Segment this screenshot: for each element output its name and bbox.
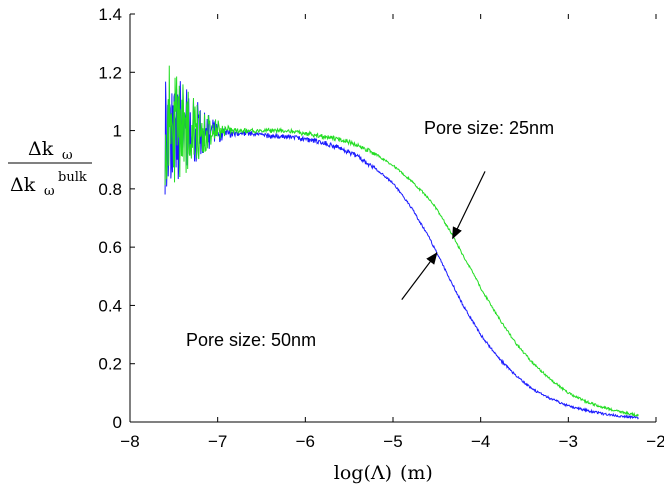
y-label-denominator-sup: bulk [58,170,87,185]
axes [129,14,656,423]
y-label-denominator: Δk [10,174,36,196]
y-label-numerator-sub: ω [62,148,73,163]
y-tick-label: 0.2 [98,355,122,374]
annotation-label-25nm: Pore size: 25nm [424,118,554,138]
x-tick-label: −2 [646,432,664,451]
y-tick-label: 0.8 [98,180,122,199]
series-line-1 [164,65,639,417]
annotation-arrow-50nm [401,252,438,300]
y-label-numerator: Δk [28,138,54,160]
y-ticks: 0 0.2 0.4 0.6 0.8 1 1.2 1.4 [98,5,135,432]
y-label-denominator-sub: ω [44,184,55,199]
y-tick-label: 0.4 [98,296,122,315]
x-label-unit: (m) [400,462,433,484]
x-tick-label: −5 [383,432,402,451]
series-layer [164,65,639,420]
y-tick-label: 0.6 [98,238,122,257]
y-tick-label: 1.2 [98,63,122,82]
series-line-0 [164,81,639,420]
x-tick-label: −6 [296,432,315,451]
x-tick-label: −3 [559,432,578,451]
annotation-label-50nm: Pore size: 50nm [186,330,316,350]
y-tick-label: 1.4 [98,5,122,24]
x-axis-label: log(Λ) (m) [334,462,433,484]
x-ticks: −8 −7 −6 −5 −4 −3 −2 [120,14,664,451]
x-tick-label: −4 [471,432,490,451]
annotation-arrow-25nm [452,171,486,240]
annotations: Pore size: 25nm Pore size: 50nm [186,118,554,350]
x-tick-label: −8 [120,432,139,451]
y-tick-label: 1 [113,122,122,141]
y-tick-label: 0 [113,413,122,432]
x-tick-label: −7 [208,432,227,451]
x-label-main: log(Λ) [334,462,392,484]
y-axis-label: Δk ω Δk ω bulk [8,138,92,199]
